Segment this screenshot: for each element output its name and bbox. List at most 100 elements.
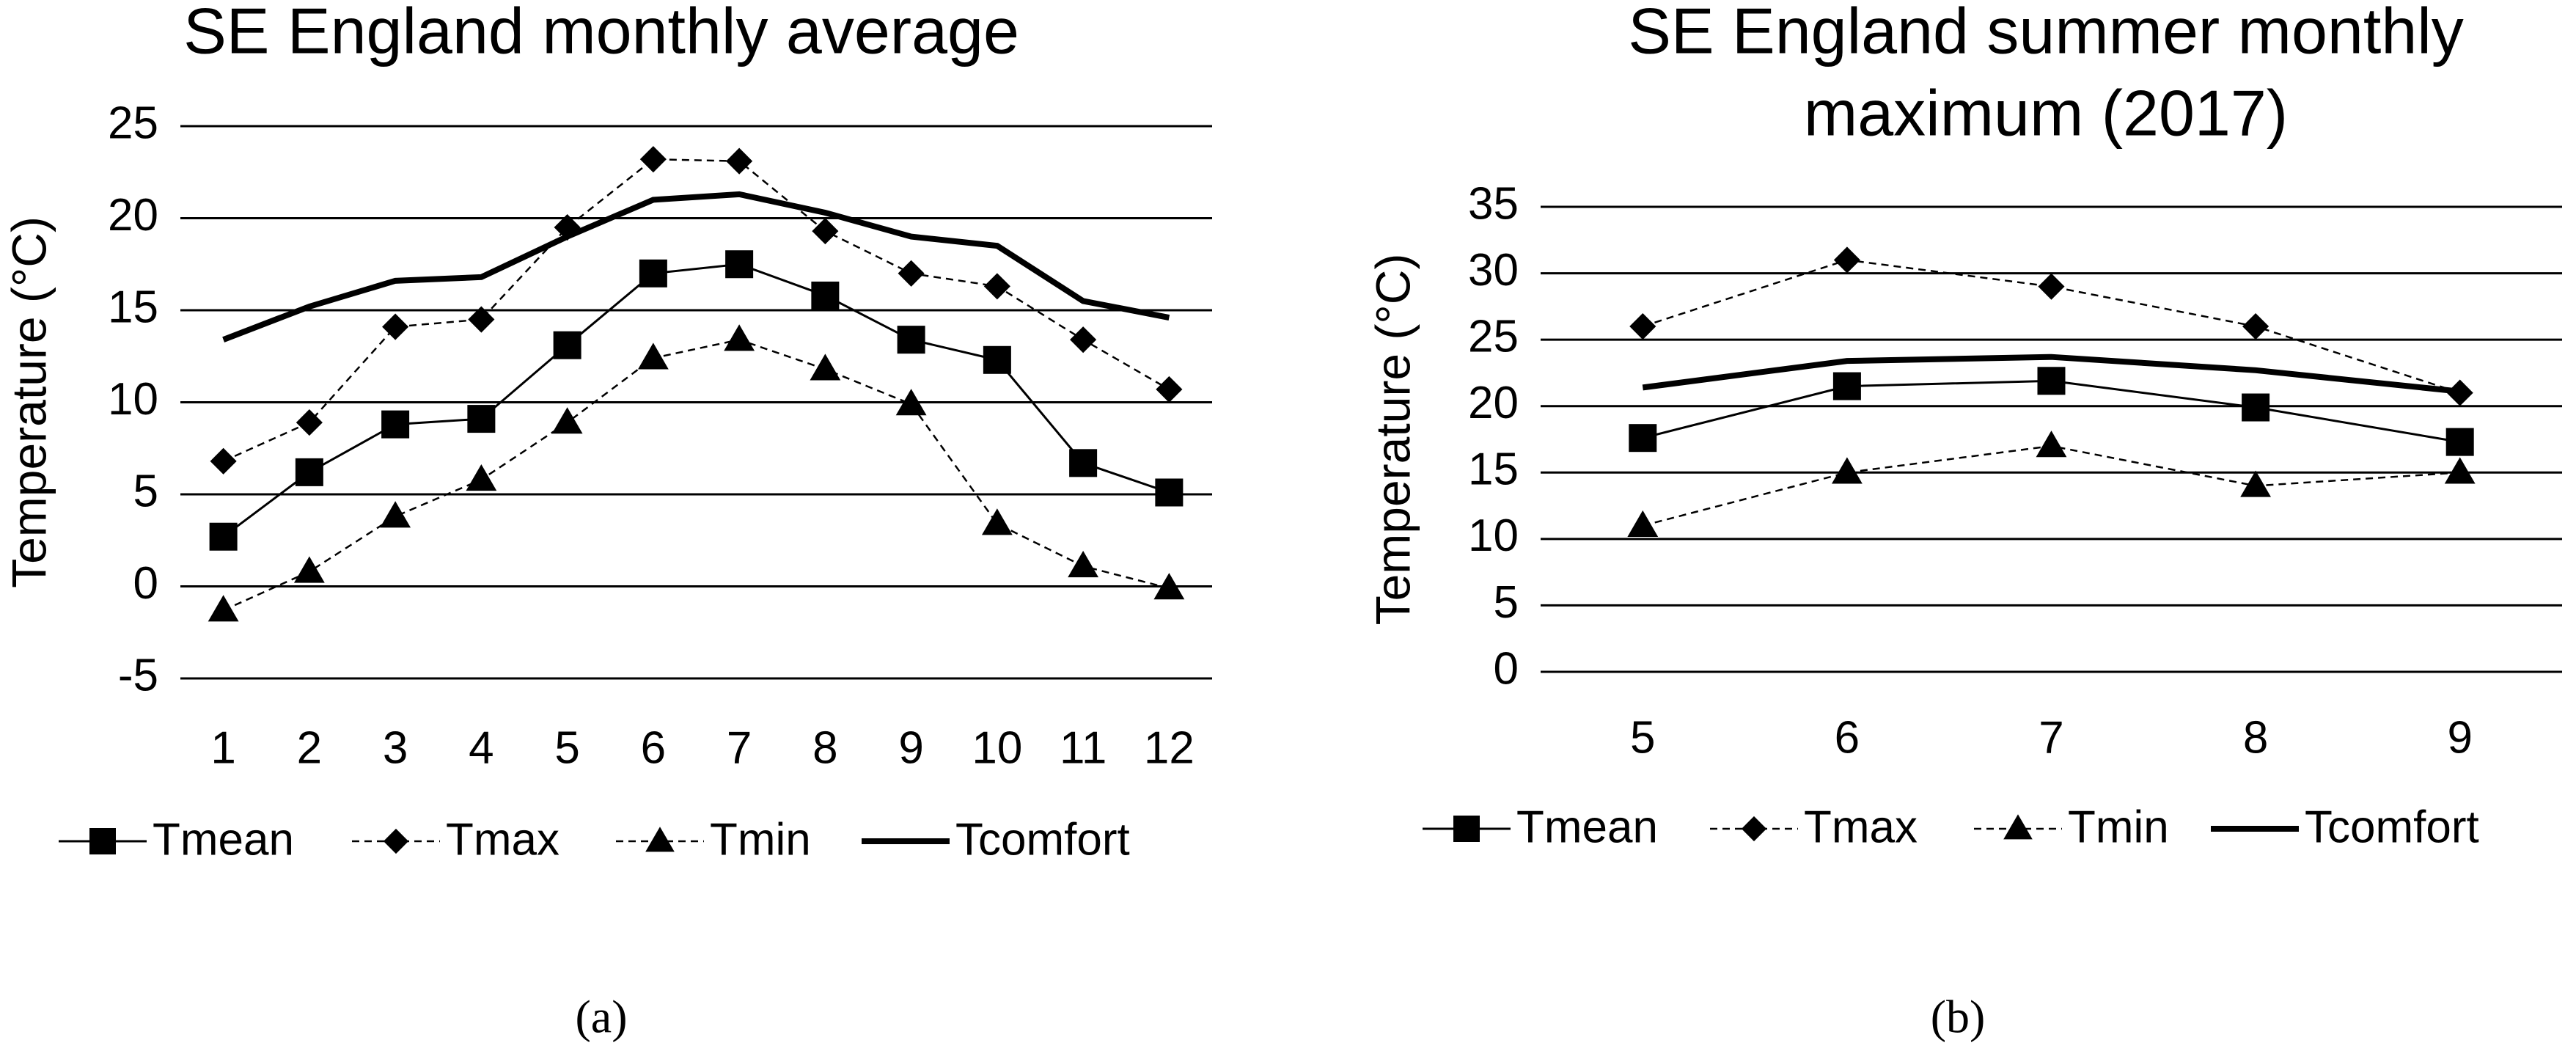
x-tick-label: 11: [1060, 722, 1107, 773]
y-tick-label: 25: [1468, 312, 1519, 362]
x-tick-label: 7: [727, 722, 752, 773]
chart-title: SE England summer monthly: [1628, 0, 2464, 67]
marker: [1741, 816, 1767, 842]
x-tick-label: 6: [641, 722, 666, 773]
y-tick-label: 30: [1468, 245, 1519, 296]
panel-caption: (a): [575, 991, 627, 1043]
series-line: [1642, 444, 2460, 527]
x-tick-label: 9: [2447, 712, 2472, 763]
marker: [645, 827, 675, 852]
marker: [898, 260, 925, 287]
marker: [2446, 379, 2473, 406]
legend-label: Tmin: [2068, 802, 2169, 852]
legend-label: Tmean: [1516, 802, 1658, 852]
legend-label: Tcomfort: [955, 814, 1130, 865]
marker: [209, 522, 238, 551]
y-tick-label: 15: [108, 282, 158, 332]
x-tick-label: 10: [972, 722, 1022, 773]
chart: SE England summer monthly maximum (2017) T…: [1365, 0, 2562, 1043]
legend-label: Tmin: [710, 814, 811, 865]
x-tick-label: 6: [1835, 712, 1860, 763]
marker: [639, 259, 667, 288]
marker: [554, 214, 581, 241]
chart-title: maximum (2017): [1804, 76, 2288, 149]
marker: [2444, 457, 2476, 484]
marker: [639, 146, 667, 173]
y-tick-label: 5: [133, 466, 158, 516]
y-tick-label: 15: [1468, 444, 1519, 495]
x-tick-label: 5: [554, 722, 579, 773]
y-tick-label: 35: [1468, 178, 1519, 229]
marker: [210, 447, 237, 475]
series-line: [223, 338, 1170, 612]
marker: [381, 410, 410, 439]
marker: [293, 556, 325, 583]
marker: [725, 250, 754, 279]
marker: [1153, 573, 1185, 600]
marker: [1832, 372, 1861, 400]
marker: [1155, 478, 1184, 507]
marker: [1832, 457, 1863, 484]
marker: [2036, 431, 2067, 458]
series-line: [222, 263, 1170, 538]
marker: [296, 409, 323, 436]
marker: [811, 281, 840, 310]
marker: [895, 389, 927, 416]
marker: [2240, 470, 2271, 497]
marker: [1833, 246, 1860, 274]
marker: [897, 326, 925, 354]
y-tick-label: 25: [108, 98, 158, 148]
x-tick-label: 12: [1144, 722, 1195, 773]
series-line: [223, 158, 1170, 462]
y-tick-label: -5: [118, 650, 158, 700]
y-axis-label: Temperature (°C): [1365, 254, 1420, 626]
marker: [2445, 428, 2474, 456]
y-tick-label: 0: [1494, 643, 1519, 694]
marker: [380, 501, 411, 528]
x-tick-label: 8: [2243, 712, 2268, 763]
x-tick-label: 8: [812, 722, 837, 773]
x-tick-label: 2: [297, 722, 322, 773]
y-tick-label: 5: [1494, 577, 1519, 628]
chart: SE England monthly average Temperature (°…: [1, 0, 1212, 1043]
marker: [637, 343, 669, 370]
marker: [382, 313, 409, 340]
marker: [553, 331, 581, 359]
legend-label: Tcomfort: [2305, 802, 2479, 852]
marker: [295, 458, 323, 486]
x-tick-label: 5: [1630, 712, 1655, 763]
marker: [983, 273, 1010, 300]
y-axis-label: Temperature (°C): [1, 216, 56, 588]
chart-title: SE England monthly average: [183, 0, 1019, 67]
marker: [1070, 326, 1097, 354]
x-tick-label: 9: [898, 722, 923, 773]
series-line: [1642, 354, 2461, 395]
marker: [1629, 424, 1657, 453]
marker: [208, 595, 239, 622]
marker: [2003, 814, 2033, 840]
marker: [383, 828, 409, 854]
marker: [2037, 367, 2066, 395]
marker: [1156, 376, 1183, 403]
legend-label: Tmean: [153, 814, 294, 865]
legend-label: Tmax: [446, 814, 559, 865]
series-line: [1642, 259, 2461, 394]
panel-caption: (b): [1931, 991, 1986, 1043]
marker: [724, 324, 755, 351]
y-tick-label: 20: [108, 190, 158, 241]
marker: [810, 354, 841, 381]
x-tick-label: 7: [2039, 712, 2063, 763]
series-line: [222, 191, 1170, 343]
marker: [89, 828, 116, 854]
marker: [1068, 550, 1099, 578]
marker: [1453, 816, 1480, 842]
marker: [2242, 312, 2269, 340]
marker: [981, 508, 1013, 535]
legend-label: Tmax: [1804, 802, 1918, 852]
y-tick-label: 20: [1468, 378, 1519, 428]
marker: [551, 407, 583, 434]
marker: [726, 147, 753, 175]
marker: [2038, 273, 2065, 300]
marker: [812, 218, 839, 245]
